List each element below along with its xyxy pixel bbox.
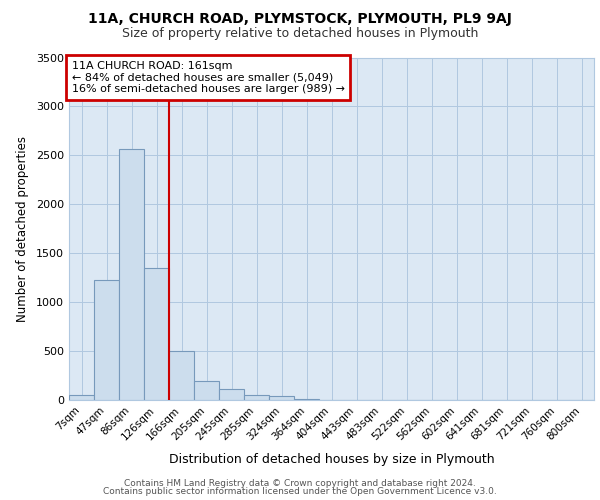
- Text: Contains HM Land Registry data © Crown copyright and database right 2024.: Contains HM Land Registry data © Crown c…: [124, 478, 476, 488]
- Bar: [119, 148, 144, 400]
- Bar: [244, 394, 269, 400]
- Bar: [219, 389, 244, 400]
- Text: Size of property relative to detached houses in Plymouth: Size of property relative to detached ho…: [122, 28, 478, 40]
- Bar: [294, 399, 319, 400]
- Text: Contains public sector information licensed under the Open Government Licence v3: Contains public sector information licen…: [103, 487, 497, 496]
- Bar: [144, 268, 169, 400]
- Text: 11A CHURCH ROAD: 161sqm
← 84% of detached houses are smaller (5,049)
16% of semi: 11A CHURCH ROAD: 161sqm ← 84% of detache…: [71, 61, 344, 94]
- Text: 11A, CHURCH ROAD, PLYMSTOCK, PLYMOUTH, PL9 9AJ: 11A, CHURCH ROAD, PLYMSTOCK, PLYMOUTH, P…: [88, 12, 512, 26]
- Bar: [69, 395, 94, 400]
- X-axis label: Distribution of detached houses by size in Plymouth: Distribution of detached houses by size …: [169, 453, 494, 466]
- Y-axis label: Number of detached properties: Number of detached properties: [16, 136, 29, 322]
- Bar: [169, 351, 194, 400]
- Bar: [269, 396, 294, 400]
- Bar: [194, 381, 219, 400]
- Bar: [94, 280, 119, 400]
